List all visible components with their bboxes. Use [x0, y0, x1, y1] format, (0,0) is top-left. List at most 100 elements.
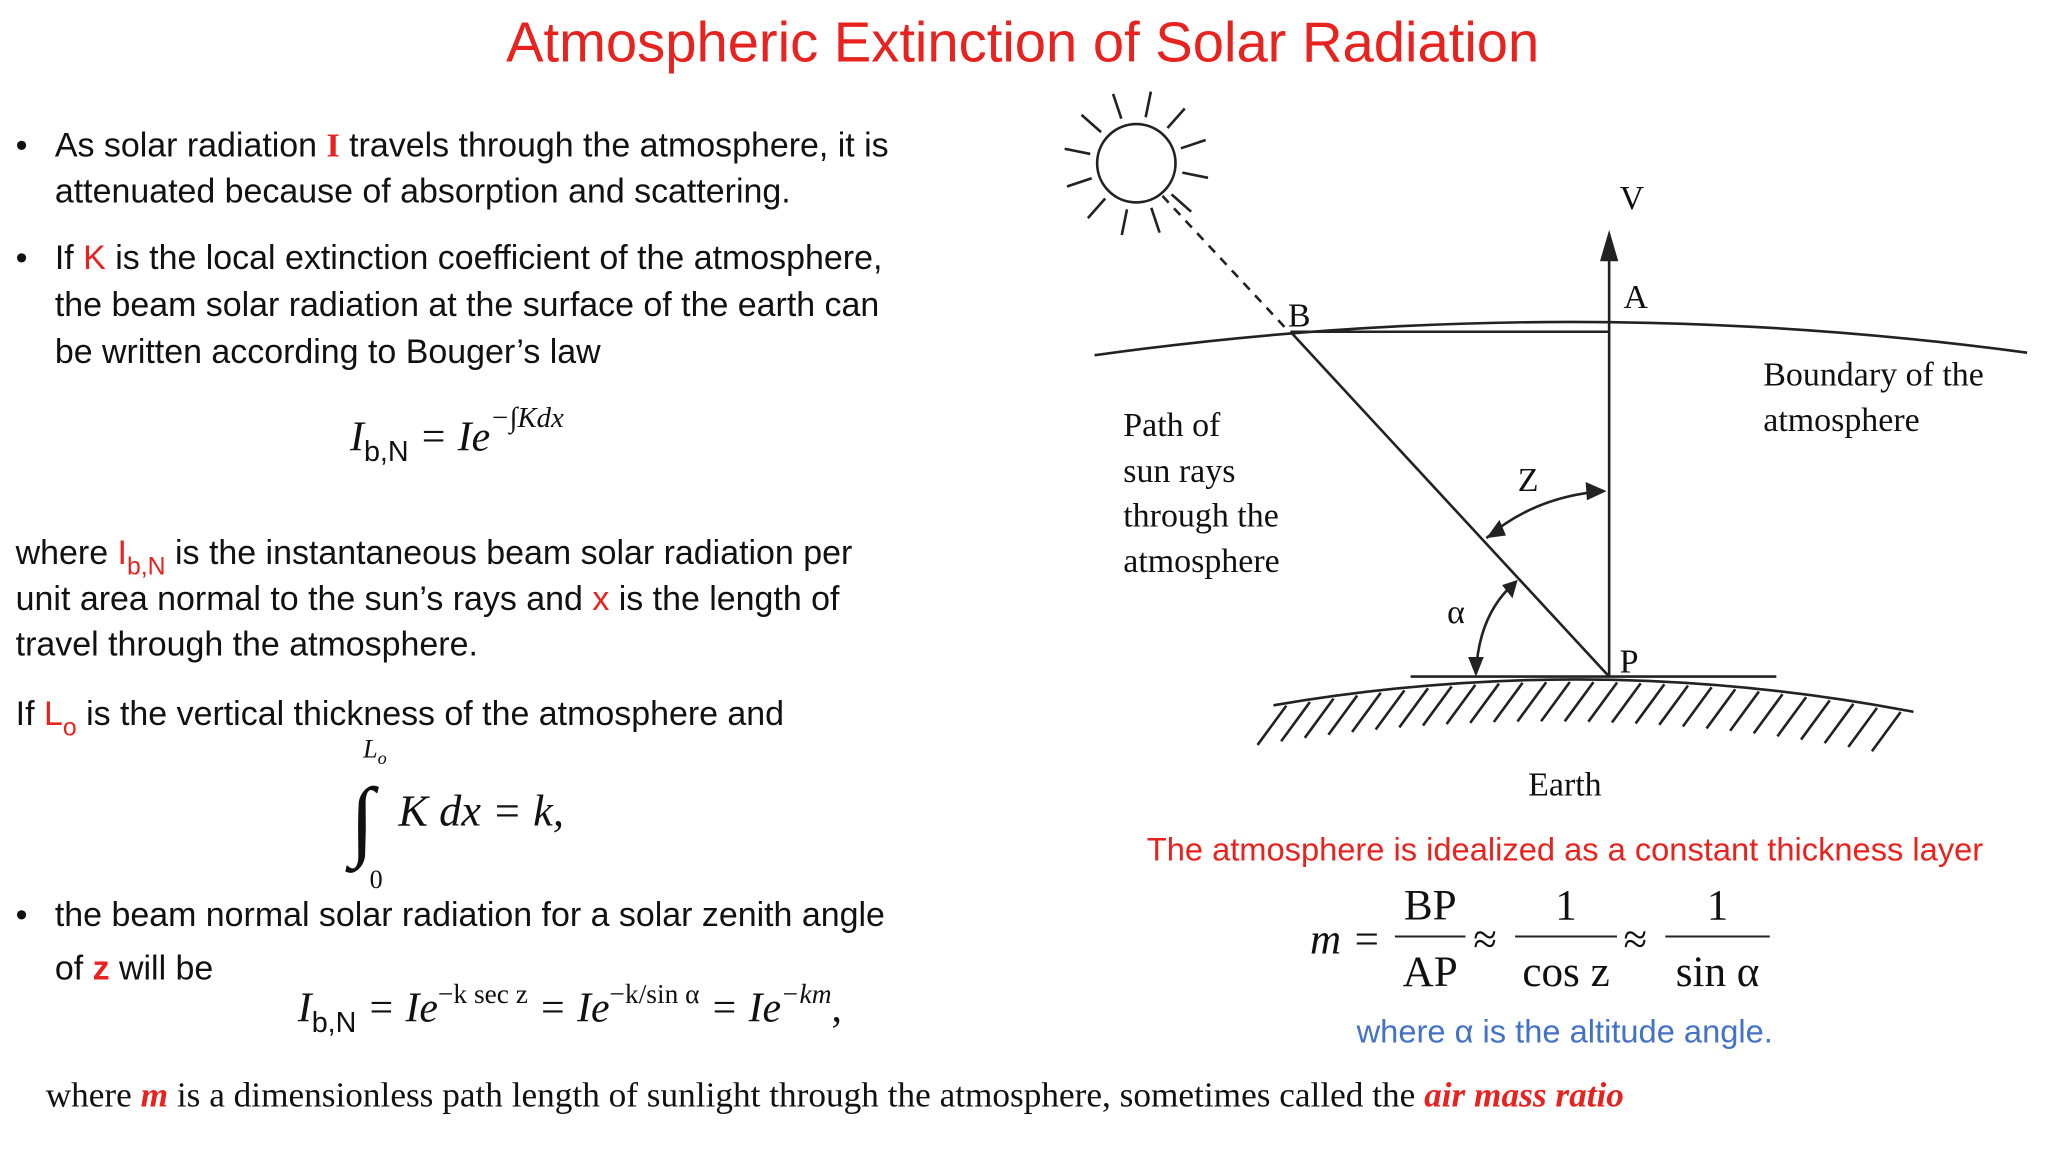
text-span: unit area normal to the sun’s rays and	[16, 580, 593, 618]
air-mass-equation: m = BP AP ≈ 1 cos z ≈ 1 sin α	[1310, 883, 1770, 996]
text-span: = Ie	[528, 985, 610, 1031]
path-text: Path of	[1123, 407, 1221, 444]
earth-surface	[1273, 678, 1914, 714]
text-span: is the local extinction coefficient of t…	[106, 239, 883, 277]
hatch-line	[1492, 682, 1524, 723]
hatch-line	[1823, 703, 1855, 744]
sun-ray	[1111, 93, 1123, 120]
denominator: sin α	[1676, 949, 1760, 996]
hatch-line	[1540, 681, 1571, 722]
text-span: K	[83, 239, 106, 277]
hatching	[1256, 681, 1902, 752]
sun-ray	[1144, 91, 1153, 118]
numerator: BP	[1404, 883, 1457, 930]
text-span: If	[16, 695, 44, 733]
text-span: −k/sin α	[610, 979, 700, 1009]
text-line: unit area normal to the sun’s rays and x…	[16, 580, 840, 618]
text-span: of	[55, 950, 93, 988]
approx: ≈	[1473, 916, 1497, 963]
hatch-line	[1445, 684, 1477, 725]
text-span: where	[46, 1075, 141, 1114]
note: where α is the altitude angle.	[1356, 1012, 1773, 1049]
text-span: z	[93, 950, 110, 988]
caption: The atmosphere is idealized as a constan…	[1147, 831, 1984, 868]
hatch-line	[1421, 685, 1453, 727]
sun-ray	[1064, 147, 1091, 156]
title: Atmospheric Extinction of Solar Radiatio…	[506, 10, 1539, 73]
hatch-line	[1634, 683, 1666, 725]
dashed-ray	[1161, 195, 1288, 331]
bullet-dot: •	[16, 127, 28, 165]
equation: Ib,N = Ie−∫Kdx	[349, 402, 564, 468]
equation: Ib,N = Ie−k sec z = Ie−k/sin α = Ie−km,	[297, 979, 842, 1039]
hatch-line	[1351, 692, 1382, 733]
line-bp	[1289, 330, 1611, 678]
hatch-line	[1327, 694, 1359, 736]
text-span: is the length of	[609, 580, 840, 618]
text-span: air mass ratio	[1424, 1075, 1624, 1114]
integral-sign: ∫	[345, 771, 379, 873]
text-span: −∫Kdx	[490, 402, 564, 435]
sun-ray	[1166, 107, 1186, 129]
sun-ray	[1120, 209, 1129, 236]
text-line: As solar radiation I travels through the…	[55, 127, 889, 165]
sun	[1095, 122, 1177, 204]
text-span: travels through the atmosphere, it is	[340, 127, 889, 165]
text-line: where Ib,N is the instantaneous beam sol…	[15, 534, 853, 580]
text-span: o	[63, 714, 77, 741]
text-line: the beam normal solar radiation for a so…	[55, 896, 885, 934]
text-span: I	[326, 128, 339, 165]
hatch-line	[1516, 681, 1548, 723]
hatch-line	[1563, 681, 1595, 723]
sun-ray	[1182, 171, 1209, 180]
bullet-dot: •	[16, 239, 28, 277]
numerator: 1	[1707, 883, 1729, 930]
sun-ray	[1086, 197, 1107, 219]
text-line: If Lo is the vertical thickness of the a…	[16, 695, 784, 741]
text-span: ,	[832, 985, 842, 1031]
bullet-dot: •	[16, 896, 28, 934]
text-span: o	[378, 748, 387, 768]
text-line: the beam solar radiation at the surface …	[55, 286, 879, 324]
text-line: attenuated because of absorption and sca…	[55, 172, 791, 210]
text-span: I	[349, 415, 366, 461]
sun-ray	[1066, 176, 1093, 188]
text-span: = Ie	[700, 985, 782, 1031]
path-text: atmosphere	[1123, 543, 1279, 580]
text-span: b,N	[312, 1007, 357, 1039]
hatch-line	[1799, 699, 1831, 741]
label-a: A	[1624, 279, 1649, 316]
hatch-line	[1658, 684, 1690, 726]
hatch-line	[1776, 696, 1808, 738]
footer: where m is a dimensionless path length o…	[46, 1075, 1624, 1114]
text-span: where	[15, 534, 118, 572]
text-span: m	[141, 1075, 168, 1114]
hatch-line	[1256, 704, 1288, 746]
text-span: is the instantaneous beam solar radiatio…	[166, 534, 853, 572]
hatch-line	[1752, 693, 1784, 735]
atmosphere-boundary	[1094, 320, 2028, 357]
label-v: V	[1620, 180, 1645, 217]
numerator: 1	[1555, 883, 1577, 930]
hatch-line	[1870, 711, 1902, 752]
sun-ray	[1150, 207, 1161, 234]
text-line: of z will be	[55, 950, 213, 988]
eq-lhs: m =	[1310, 916, 1381, 963]
arrow-head	[1502, 579, 1518, 599]
hatch-line	[1587, 681, 1619, 723]
group: V A B P Z α Earth Path of sun rays throu…	[1123, 180, 1984, 803]
denominator: AP	[1403, 949, 1458, 996]
sun-rays	[1064, 91, 1209, 236]
text-span: is a dimensionless path length of sunlig…	[168, 1075, 1424, 1114]
label-z: Z	[1518, 462, 1539, 499]
diagram: V A B P Z α Earth Path of sun rays throu…	[1064, 91, 2028, 803]
sun-ray	[1170, 193, 1193, 213]
hatch-line	[1610, 682, 1642, 724]
hatch-line	[1847, 707, 1879, 748]
text-span: −k sec z	[438, 979, 528, 1009]
hatch-line	[1681, 686, 1713, 728]
text-span: = Ie	[409, 415, 491, 461]
hatch-line	[1303, 697, 1335, 739]
label-p: P	[1620, 644, 1639, 681]
